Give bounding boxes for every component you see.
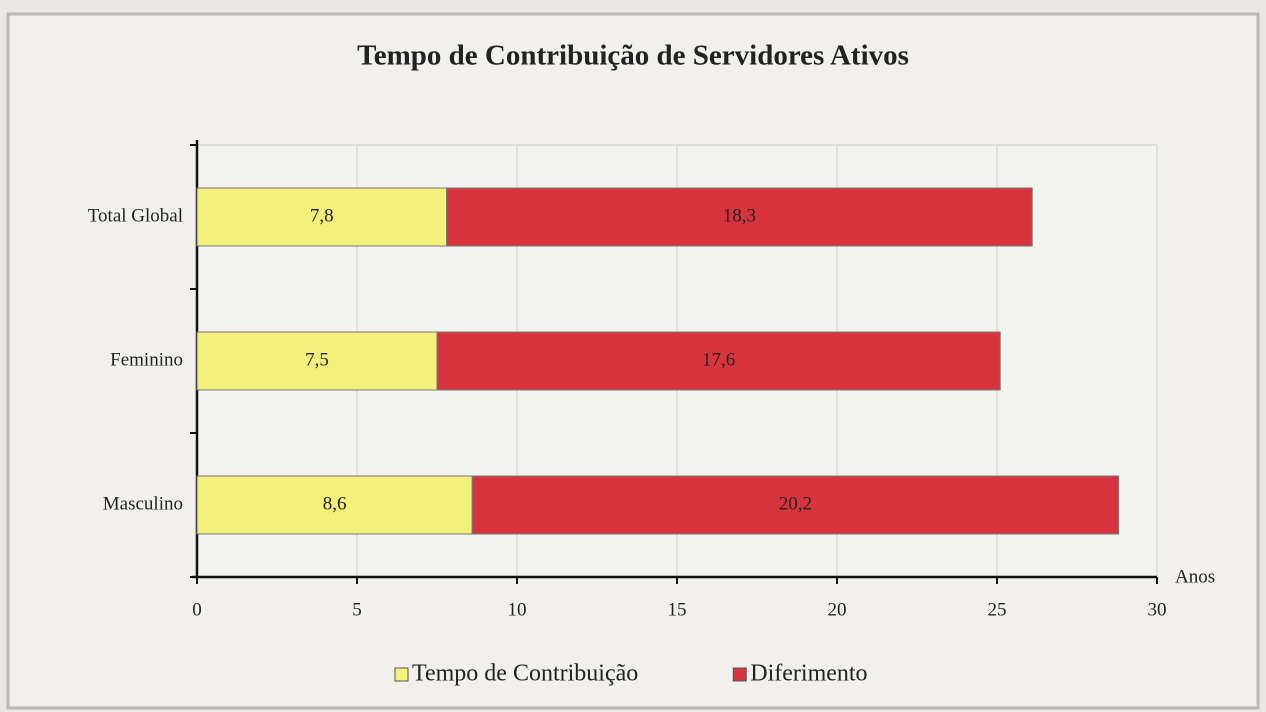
y-tick-label: Feminino — [110, 349, 183, 370]
legend-swatch — [732, 667, 747, 682]
bar-segment — [196, 475, 473, 535]
data-label: 20,2 — [779, 493, 812, 514]
x-tick-label: 10 — [508, 599, 527, 620]
y-tick-label: Total Global — [88, 205, 183, 226]
bar-segment — [196, 331, 438, 391]
bar-segment — [471, 475, 1120, 535]
data-label: 7,8 — [310, 205, 334, 226]
legend-label: Tempo de Contribuição — [412, 661, 638, 687]
x-tick-label: 30 — [1148, 599, 1167, 620]
x-tick-label: 20 — [828, 599, 847, 620]
chart-title: Tempo de Contribuição de Servidores Ativ… — [357, 40, 909, 72]
x-tick-label: 15 — [668, 599, 687, 620]
bar-segment — [196, 187, 448, 247]
x-tick-label: 5 — [352, 599, 362, 620]
x-tick-label: 0 — [192, 599, 202, 620]
data-label: 17,6 — [702, 349, 735, 370]
bar-segment — [436, 331, 1001, 391]
y-tick-label: Masculino — [103, 493, 183, 514]
legend-swatch — [394, 667, 409, 682]
data-label: 8,6 — [323, 493, 347, 514]
bar-segment — [446, 187, 1033, 247]
data-label: 18,3 — [723, 205, 756, 226]
legend-label: Diferimento — [750, 661, 867, 687]
data-label: 7,5 — [305, 349, 329, 370]
x-tick-label: 25 — [988, 599, 1007, 620]
x-axis-label: Anos — [1175, 566, 1215, 587]
